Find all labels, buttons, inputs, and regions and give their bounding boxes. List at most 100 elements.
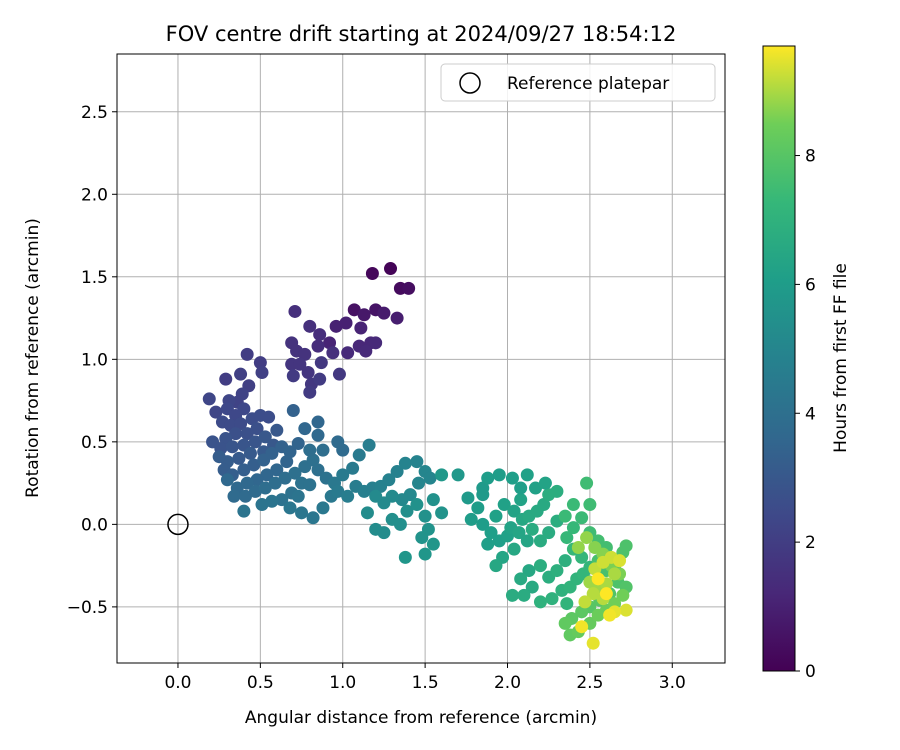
scatter-point xyxy=(295,506,309,520)
scatter-point xyxy=(492,468,506,482)
scatter-point xyxy=(575,511,589,525)
scatter-point xyxy=(464,512,478,526)
scatter-point xyxy=(286,369,300,383)
y-tick-label: 1.5 xyxy=(81,268,108,288)
scatter-point xyxy=(591,572,605,586)
scatter-point xyxy=(423,471,437,485)
scatter-point xyxy=(240,476,254,490)
scatter-point xyxy=(314,356,328,370)
scatter-point xyxy=(395,493,409,507)
scatter-point xyxy=(336,468,350,482)
scatter-point xyxy=(377,306,391,320)
scatter-point xyxy=(558,509,572,523)
scatter-point xyxy=(357,308,371,322)
scatter-point xyxy=(520,534,534,548)
scatter-point xyxy=(311,463,325,477)
scatter-point xyxy=(410,498,424,512)
scatter-point xyxy=(283,445,297,459)
scatter-point xyxy=(209,405,223,419)
y-tick-label: 0.0 xyxy=(81,515,108,535)
scatter-point xyxy=(258,430,272,444)
scatter-point xyxy=(384,262,398,276)
legend-label: Reference platepar xyxy=(507,74,669,94)
scatter-point xyxy=(550,484,564,498)
colorbar-tick-label: 4 xyxy=(805,404,816,424)
scatter-point xyxy=(566,498,580,512)
scatter-point xyxy=(599,587,613,601)
colorbar-ticks: 0 2 4 6 8 xyxy=(795,147,816,682)
scatter-point xyxy=(613,554,627,568)
scatter-point xyxy=(402,281,416,295)
y-tick-label: 1.0 xyxy=(81,350,108,370)
scatter-point xyxy=(398,456,412,470)
scatter-point xyxy=(533,595,547,609)
scatter-point xyxy=(484,526,498,540)
scatter-point xyxy=(283,501,297,515)
scatter-point xyxy=(354,321,368,335)
scatter-point xyxy=(248,484,262,498)
scatter-point xyxy=(311,339,325,353)
x-axis-label: Angular distance from reference (arcmin) xyxy=(245,708,597,728)
scatter-point xyxy=(410,455,424,469)
scatter-point xyxy=(533,559,547,573)
scatter-point xyxy=(339,316,353,330)
scatter-point xyxy=(418,547,432,561)
colorbar-tick-label: 0 xyxy=(805,662,816,682)
scatter-point xyxy=(619,539,633,553)
scatter-point xyxy=(270,463,284,477)
plot-frame xyxy=(116,53,726,664)
scatter-point xyxy=(248,435,262,449)
scatter-point xyxy=(341,489,355,503)
scatter-point xyxy=(558,616,572,630)
scatter-point xyxy=(212,450,226,464)
x-tick-label: 2.0 xyxy=(494,673,521,693)
scatter-point xyxy=(507,504,521,518)
scatter-point xyxy=(575,620,589,634)
scatter-point xyxy=(560,531,574,545)
scatter-point xyxy=(234,417,248,431)
scatter-point xyxy=(306,453,320,467)
scatter-point xyxy=(369,489,383,503)
scatter-point xyxy=(489,559,503,573)
y-tick-label: −0.5 xyxy=(67,598,108,618)
scatter-point xyxy=(481,537,495,551)
scatter-point xyxy=(471,501,485,515)
scatter-point xyxy=(362,438,376,452)
scatter-point xyxy=(347,303,361,317)
scatter-point xyxy=(303,443,317,457)
scatter-point xyxy=(571,540,585,554)
x-tick-label: 1.0 xyxy=(329,673,356,693)
scatter-point xyxy=(586,587,600,601)
scatter-point xyxy=(507,542,521,556)
scatter-point xyxy=(497,498,511,512)
scatter-point xyxy=(301,366,315,380)
scatter-point xyxy=(219,372,233,386)
scatter-point xyxy=(243,446,257,460)
scatter-point xyxy=(412,476,426,490)
scatter-point xyxy=(255,366,269,380)
y-tick-label: 2.5 xyxy=(81,103,108,123)
scatter-point xyxy=(550,564,564,578)
scatter-point xyxy=(580,476,594,490)
scatter-point xyxy=(232,451,246,465)
chart-title: FOV centre drift starting at 2024/09/27 … xyxy=(166,22,677,46)
scatter-point xyxy=(603,608,617,622)
x-tick-label: 2.5 xyxy=(576,673,603,693)
y-axis-label: Rotation from reference (arcmin) xyxy=(23,218,43,498)
scatter-point xyxy=(426,537,440,551)
scatter-point xyxy=(298,422,312,436)
scatter-point xyxy=(393,517,407,531)
scatter-point xyxy=(220,473,234,487)
scatter-point xyxy=(227,489,241,503)
scatter-point xyxy=(240,347,254,361)
scatter-point xyxy=(390,311,404,325)
legend-hollow-circle-marker xyxy=(459,72,481,94)
scatter-point xyxy=(313,372,327,386)
scatter-point xyxy=(288,466,302,480)
scatter-point xyxy=(505,588,519,602)
grid xyxy=(117,54,725,663)
colorbar-tick-label: 2 xyxy=(805,533,816,553)
x-axis-ticks: 0.0 0.5 1.0 1.5 2.0 2.5 3.0 xyxy=(164,663,686,693)
scatter-point xyxy=(525,522,539,536)
scatter-point xyxy=(275,493,289,507)
